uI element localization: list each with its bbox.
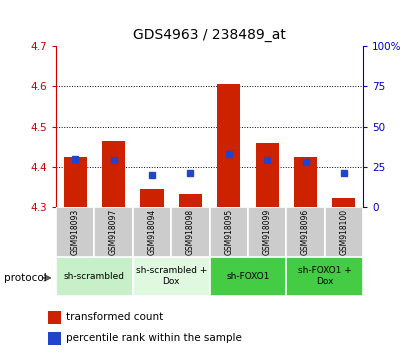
Bar — [95, 207, 133, 257]
Bar — [48, 311, 61, 324]
Bar — [56, 257, 133, 296]
Bar — [332, 198, 355, 207]
Bar — [179, 194, 202, 207]
Title: GDS4963 / 238489_at: GDS4963 / 238489_at — [133, 28, 286, 42]
Bar — [140, 189, 164, 207]
Text: percentile rank within the sample: percentile rank within the sample — [66, 333, 242, 343]
Text: protocol: protocol — [4, 273, 47, 283]
Bar — [210, 257, 286, 296]
Bar — [256, 143, 279, 207]
Text: sh-FOXO1: sh-FOXO1 — [226, 272, 270, 281]
Bar — [286, 207, 325, 257]
Text: sh-scrambled +
Dox: sh-scrambled + Dox — [136, 267, 207, 286]
Bar — [102, 141, 125, 207]
Bar — [248, 207, 286, 257]
Text: GSM918095: GSM918095 — [224, 209, 233, 255]
Bar — [217, 84, 240, 207]
Text: sh-scrambled: sh-scrambled — [64, 272, 125, 281]
Bar — [210, 207, 248, 257]
Text: GSM918100: GSM918100 — [339, 209, 349, 255]
Text: GSM918099: GSM918099 — [263, 209, 272, 255]
Bar — [133, 207, 171, 257]
Bar — [325, 207, 363, 257]
Bar — [294, 157, 317, 207]
Text: GSM918096: GSM918096 — [301, 209, 310, 255]
Text: GSM918094: GSM918094 — [147, 209, 156, 255]
Bar — [56, 207, 95, 257]
Bar — [64, 157, 87, 207]
Text: GSM918098: GSM918098 — [186, 209, 195, 255]
Text: sh-FOXO1 +
Dox: sh-FOXO1 + Dox — [298, 267, 352, 286]
Bar — [286, 257, 363, 296]
Bar — [48, 332, 61, 345]
Bar — [133, 257, 210, 296]
Text: GSM918097: GSM918097 — [109, 209, 118, 255]
Text: transformed count: transformed count — [66, 312, 164, 322]
Text: GSM918093: GSM918093 — [71, 209, 80, 255]
Bar — [171, 207, 210, 257]
